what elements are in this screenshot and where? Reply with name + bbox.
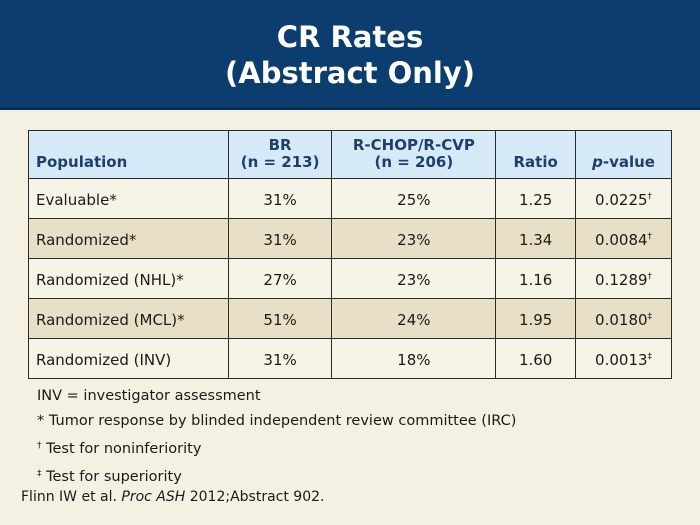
cell-br: 27% [227, 258, 333, 299]
cell-population: Randomized (INV) [28, 338, 229, 379]
footnote-ddagger-symbol: ‡ [37, 469, 42, 479]
table-row: Evaluable* 31% 25% 1.25 0.0225† [28, 178, 672, 219]
cell-pvalue: 0.1289† [575, 258, 672, 299]
citation-journal: Proc ASH [121, 489, 186, 505]
cell-pvalue: 0.0084† [575, 218, 672, 259]
footnote-inv: INV = investigator assessment [37, 388, 261, 404]
pvalue-mark: ‡ [647, 352, 653, 362]
header-population: Population [28, 130, 229, 179]
cell-population: Randomized* [28, 218, 229, 259]
table-row: Randomized (NHL)* 27% 23% 1.16 0.1289† [28, 258, 672, 299]
footnote-star-symbol: * [37, 413, 45, 429]
header-pvalue: p-value [575, 130, 672, 179]
header-br-n: (n = 213) [240, 153, 320, 171]
pvalue-mark: ‡ [647, 312, 653, 322]
cell-rchop: 24% [331, 298, 497, 339]
cell-br: 31% [227, 218, 333, 259]
cell-ratio: 1.95 [495, 298, 577, 339]
cell-pvalue: 0.0013‡ [575, 338, 672, 379]
pvalue-number: 0.0084 [595, 231, 648, 249]
cell-rchop: 18% [331, 338, 497, 379]
table-row: Randomized* 31% 23% 1.34 0.0084† [28, 218, 672, 259]
footnote-dagger: † Test for noninferiority [37, 434, 516, 462]
citation: Flinn IW et al. Proc ASH 2012;Abstract 9… [21, 489, 324, 505]
footnote-star-text: Tumor response by blinded independent re… [44, 413, 517, 429]
footnote-star: * Tumor response by blinded independent … [37, 409, 516, 434]
citation-author: Flinn IW et al. [21, 489, 122, 505]
cell-rchop: 23% [331, 218, 497, 259]
pvalue-mark: † [647, 192, 653, 202]
pvalue-number: 0.1289 [595, 271, 648, 289]
slide-subtitle: (Abstract Only) [225, 56, 475, 90]
cell-population: Randomized (MCL)* [28, 298, 229, 339]
cell-population: Evaluable* [28, 178, 229, 219]
cell-ratio: 1.25 [495, 178, 577, 219]
header-rchop: R-CHOP/R-CVP (n = 206) [331, 130, 497, 179]
footnote-ddagger-text: Test for superiority [41, 469, 182, 485]
pvalue-number: 0.0225 [595, 191, 648, 209]
cell-pvalue: 0.0180‡ [575, 298, 672, 339]
cell-ratio: 1.34 [495, 218, 577, 259]
table-row: Randomized (INV) 31% 18% 1.60 0.0013‡ [28, 338, 672, 379]
cell-population: Randomized (NHL)* [28, 258, 229, 299]
footnotes: INV = investigator assessment * Tumor re… [37, 384, 516, 490]
citation-rest: 2012;Abstract 902. [185, 489, 325, 505]
table-row: Randomized (MCL)* 51% 24% 1.95 0.0180‡ [28, 298, 672, 339]
slide-title: CR Rates [276, 20, 424, 54]
title-banner: CR Rates (Abstract Only) [0, 0, 700, 110]
cell-pvalue: 0.0225† [575, 178, 672, 219]
pvalue-number: 0.0013 [595, 351, 648, 369]
header-pvalue-rest: -value [602, 153, 655, 171]
pvalue-mark: † [647, 272, 653, 282]
table-header-row: Population BR (n = 213) R-CHOP/R-CVP (n … [28, 130, 672, 179]
pvalue-number: 0.0180 [595, 311, 648, 329]
header-br: BR (n = 213) [227, 130, 333, 179]
cell-rchop: 25% [331, 178, 497, 219]
cell-br: 51% [227, 298, 333, 339]
footnote-dagger-text: Test for noninferiority [41, 441, 202, 457]
footnote-ddagger: ‡ Test for superiority [37, 462, 516, 490]
cell-rchop: 23% [331, 258, 497, 299]
header-ratio: Ratio [495, 130, 577, 179]
header-rchop-n: (n = 206) [374, 153, 454, 171]
cell-br: 31% [227, 178, 333, 219]
cell-ratio: 1.16 [495, 258, 577, 299]
header-rchop-name: R-CHOP/R-CVP [352, 136, 475, 154]
cr-rates-table: Population BR (n = 213) R-CHOP/R-CVP (n … [28, 130, 672, 379]
cell-ratio: 1.60 [495, 338, 577, 379]
footnote-dagger-symbol: † [37, 441, 42, 451]
cell-br: 31% [227, 338, 333, 379]
header-pvalue-p: p [592, 153, 603, 171]
pvalue-mark: † [647, 232, 653, 242]
header-br-name: BR [268, 136, 292, 154]
